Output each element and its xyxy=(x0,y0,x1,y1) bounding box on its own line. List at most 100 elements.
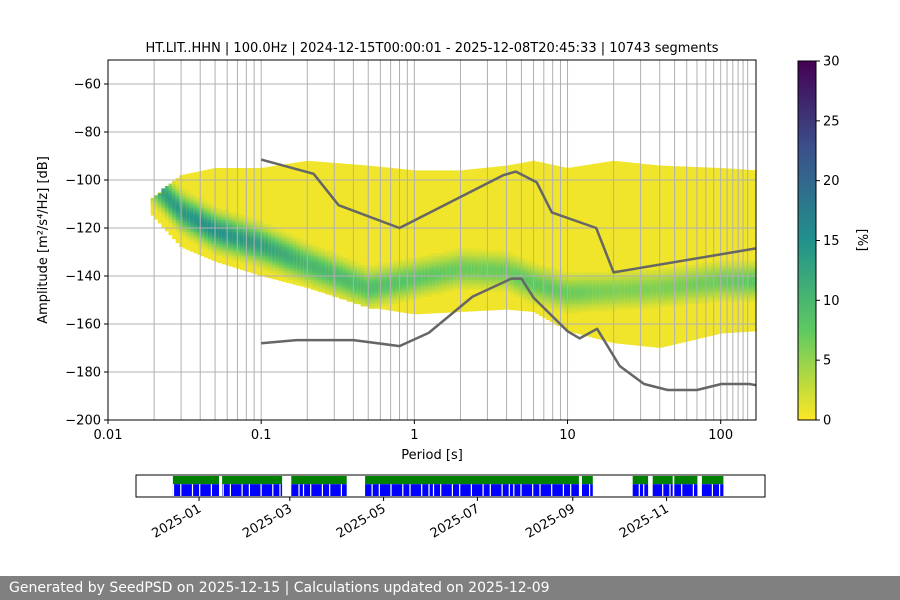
psd-density-cell xyxy=(318,284,323,288)
psd-density-cell xyxy=(250,246,255,249)
psd-density-cell xyxy=(196,241,202,244)
psd-density-cell xyxy=(271,265,276,268)
psd-density-cell xyxy=(189,198,195,201)
psd-column xyxy=(221,168,227,265)
psd-density-cell xyxy=(196,210,202,213)
psd-density-cell xyxy=(506,272,511,276)
psd-envelope-cell xyxy=(310,161,316,290)
psd-density-cell xyxy=(666,282,672,285)
psd-envelope-cell xyxy=(624,162,629,345)
psd-density-cell xyxy=(275,246,280,249)
psd-density-cell xyxy=(314,262,319,266)
psd-density-cell xyxy=(328,277,333,280)
psd-density-cell xyxy=(307,258,312,261)
psd-density-cell xyxy=(278,258,284,261)
psd-density-cell xyxy=(716,291,721,295)
psd-density-cell xyxy=(435,253,440,256)
psd-density-cell xyxy=(720,260,725,264)
psd-column xyxy=(282,164,287,282)
psd-density-cell xyxy=(599,306,604,309)
psd-density-cell xyxy=(325,270,330,273)
psd-column xyxy=(748,170,754,332)
psd-density-cell xyxy=(278,253,284,256)
psd-density-cell xyxy=(218,250,223,254)
psd-density-cell xyxy=(439,282,444,285)
psd-density-cell xyxy=(538,289,543,292)
psd-column xyxy=(204,169,209,258)
psd-density-cell xyxy=(360,289,365,292)
psd-density-cell xyxy=(221,222,227,225)
psd-density-cell xyxy=(656,291,661,295)
psd-density-cell xyxy=(246,250,251,254)
psd-density-cell xyxy=(407,286,412,290)
psd-density-cell xyxy=(563,294,568,297)
psd-density-cell xyxy=(620,284,625,288)
psd-density-cell xyxy=(403,267,408,271)
psd-density-cell xyxy=(691,298,697,302)
psd-density-cell xyxy=(691,291,697,295)
psd-density-cell xyxy=(617,272,622,276)
psd-column xyxy=(752,170,757,332)
psd-density-cell xyxy=(257,258,262,261)
date-tick-label: 2025-05 xyxy=(334,501,389,541)
psd-density-cell xyxy=(257,260,262,264)
psd-density-cell xyxy=(403,284,408,288)
psd-density-cell xyxy=(346,267,351,271)
psd-density-cell xyxy=(339,272,344,276)
psd-density-cell xyxy=(243,229,248,232)
psd-density-cell xyxy=(325,291,330,295)
psd-density-cell xyxy=(385,282,390,285)
psd-density-cell xyxy=(243,222,248,225)
psd-density-cell xyxy=(261,250,266,254)
psd-density-cell xyxy=(738,296,743,300)
psd-density-cell xyxy=(424,294,430,297)
psd-density-cell xyxy=(318,250,323,254)
psd-density-cell xyxy=(186,212,191,216)
psd-density-cell xyxy=(449,250,454,254)
psd-density-cell xyxy=(695,262,700,266)
psd-density-cell xyxy=(207,229,212,232)
psd-density-cell xyxy=(574,272,579,276)
psd-density-cell xyxy=(642,301,647,304)
psd-envelope-cell xyxy=(663,165,668,347)
psd-density-cell xyxy=(738,291,743,295)
psd-density-cell xyxy=(271,243,276,247)
psd-density-cell xyxy=(535,303,540,307)
psd-density-cell xyxy=(574,306,579,309)
psd-density-cell xyxy=(417,267,422,271)
psd-density-cell xyxy=(513,258,519,261)
psd-density-cell xyxy=(666,272,672,276)
psd-column xyxy=(645,164,650,347)
psd-density-cell xyxy=(599,272,604,276)
psd-density-cell xyxy=(253,224,259,228)
psd-density-cell xyxy=(182,188,187,192)
psd-column xyxy=(492,166,497,311)
psd-envelope-cell xyxy=(688,166,693,341)
psd-density-cell xyxy=(496,270,501,273)
psd-density-cell xyxy=(510,253,515,256)
psd-density-cell xyxy=(275,260,280,264)
psd-density-cell xyxy=(200,246,205,249)
psd-density-cell xyxy=(456,284,462,288)
psd-density-cell xyxy=(175,224,180,228)
psd-density-cell xyxy=(396,260,401,264)
psd-density-cell xyxy=(221,243,227,247)
psd-density-cell xyxy=(656,289,661,292)
psd-density-cell xyxy=(204,246,209,249)
psd-density-cell xyxy=(164,210,170,213)
psd-density-cell xyxy=(677,294,682,297)
psd-column xyxy=(634,163,640,346)
psd-density-cell xyxy=(517,289,522,292)
psd-column xyxy=(367,165,373,309)
psd-density-cell xyxy=(748,277,754,280)
psd-density-cell xyxy=(467,260,472,264)
psd-density-cell xyxy=(570,296,576,300)
psd-density-cell xyxy=(449,265,454,268)
psd-density-cell xyxy=(318,289,323,292)
psd-density-cell xyxy=(367,277,373,280)
psd-density-cell xyxy=(456,248,462,252)
availability-dropout xyxy=(482,484,484,496)
availability-segment-bottom xyxy=(172,484,219,496)
psd-density-cell xyxy=(424,260,430,264)
psd-column xyxy=(620,161,625,345)
